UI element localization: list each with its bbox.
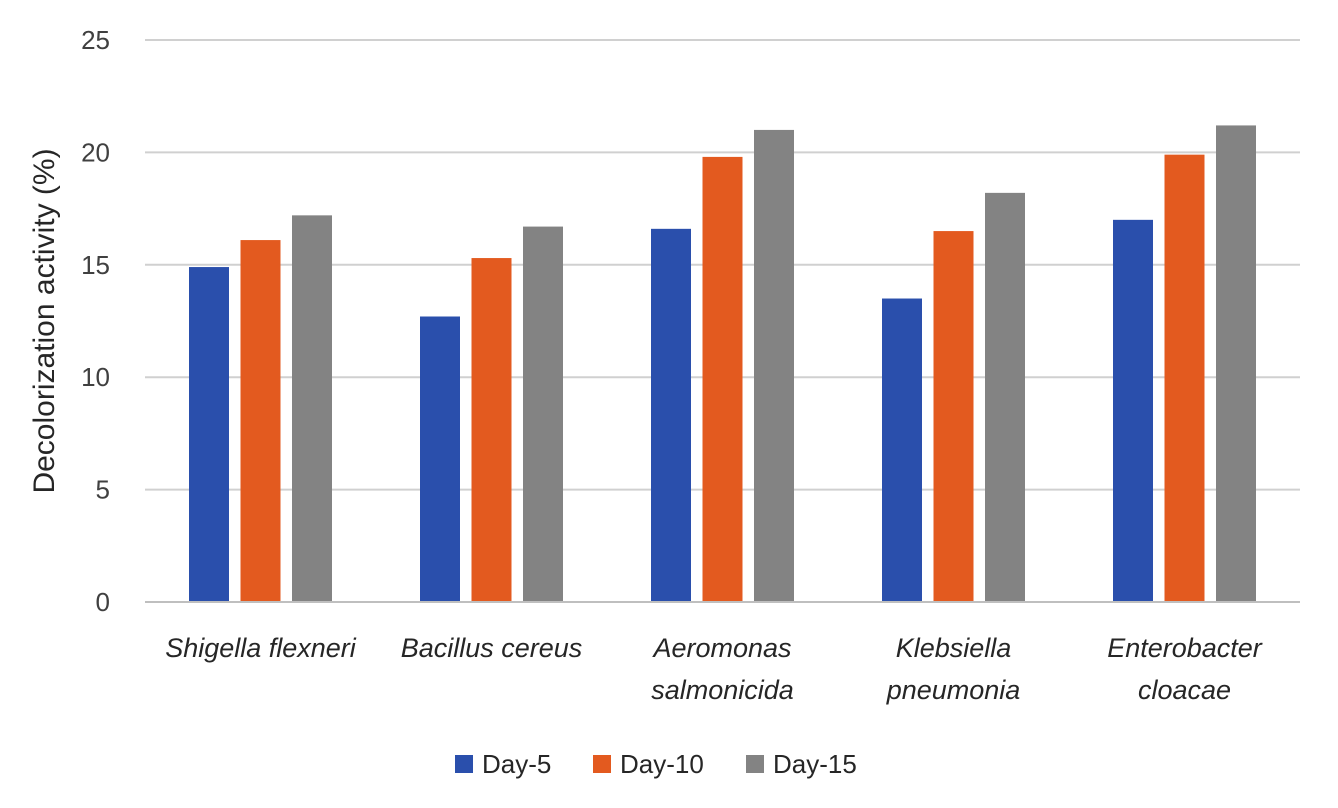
bar-day-15-3 [985, 192, 1025, 602]
y-tick-labels: 0 5 10 15 20 25 [81, 25, 110, 617]
bars [189, 125, 1256, 603]
bar-day-10-2 [702, 156, 743, 602]
bar-day-5-0 [189, 267, 229, 602]
x-category-label: Enterobacter [1107, 633, 1263, 663]
y-tick-label: 15 [81, 250, 110, 280]
bar-day-5-2 [651, 228, 691, 602]
x-category-label: Shigella flexneri [165, 633, 357, 663]
bar-day-15-2 [754, 129, 794, 603]
x-category-label: cloacae [1138, 675, 1231, 705]
bar-day-5-4 [1113, 219, 1153, 602]
x-category-label: salmonicida [651, 675, 794, 705]
y-tick-label: 0 [96, 587, 110, 617]
legend-label-day-5: Day-5 [482, 749, 551, 779]
y-axis-title: Decolorization activity (%) [28, 148, 61, 493]
bar-day-15-4 [1216, 125, 1256, 602]
legend-label-day-15: Day-15 [773, 749, 857, 779]
legend-swatch-day-5 [455, 755, 473, 773]
bar-day-15-1 [523, 226, 563, 603]
y-tick-label: 25 [81, 25, 110, 55]
y-tick-label: 20 [81, 137, 110, 167]
x-category-labels: Shigella flexneri Bacillus cereus Aeromona… [165, 633, 1263, 705]
x-category-label: Bacillus cereus [401, 633, 583, 663]
y-tick-label: 5 [96, 475, 110, 505]
bar-day-10-3 [933, 231, 974, 602]
legend-swatch-day-10 [593, 755, 611, 773]
legend-swatch-day-15 [746, 755, 764, 773]
legend: Day-5 Day-10 Day-15 [455, 749, 857, 779]
bar-day-10-4 [1164, 154, 1205, 602]
x-category-label: Klebsiella [896, 633, 1012, 663]
bar-day-10-1 [471, 258, 512, 602]
x-category-label: pneumonia [886, 675, 1021, 705]
y-tick-label: 10 [81, 362, 110, 392]
bar-day-10-0 [240, 240, 281, 602]
bar-day-5-1 [420, 316, 460, 602]
legend-label-day-10: Day-10 [620, 749, 704, 779]
bar-day-5-3 [882, 298, 922, 602]
bar-day-15-0 [292, 215, 332, 602]
x-category-label: Aeromonas [651, 633, 791, 663]
